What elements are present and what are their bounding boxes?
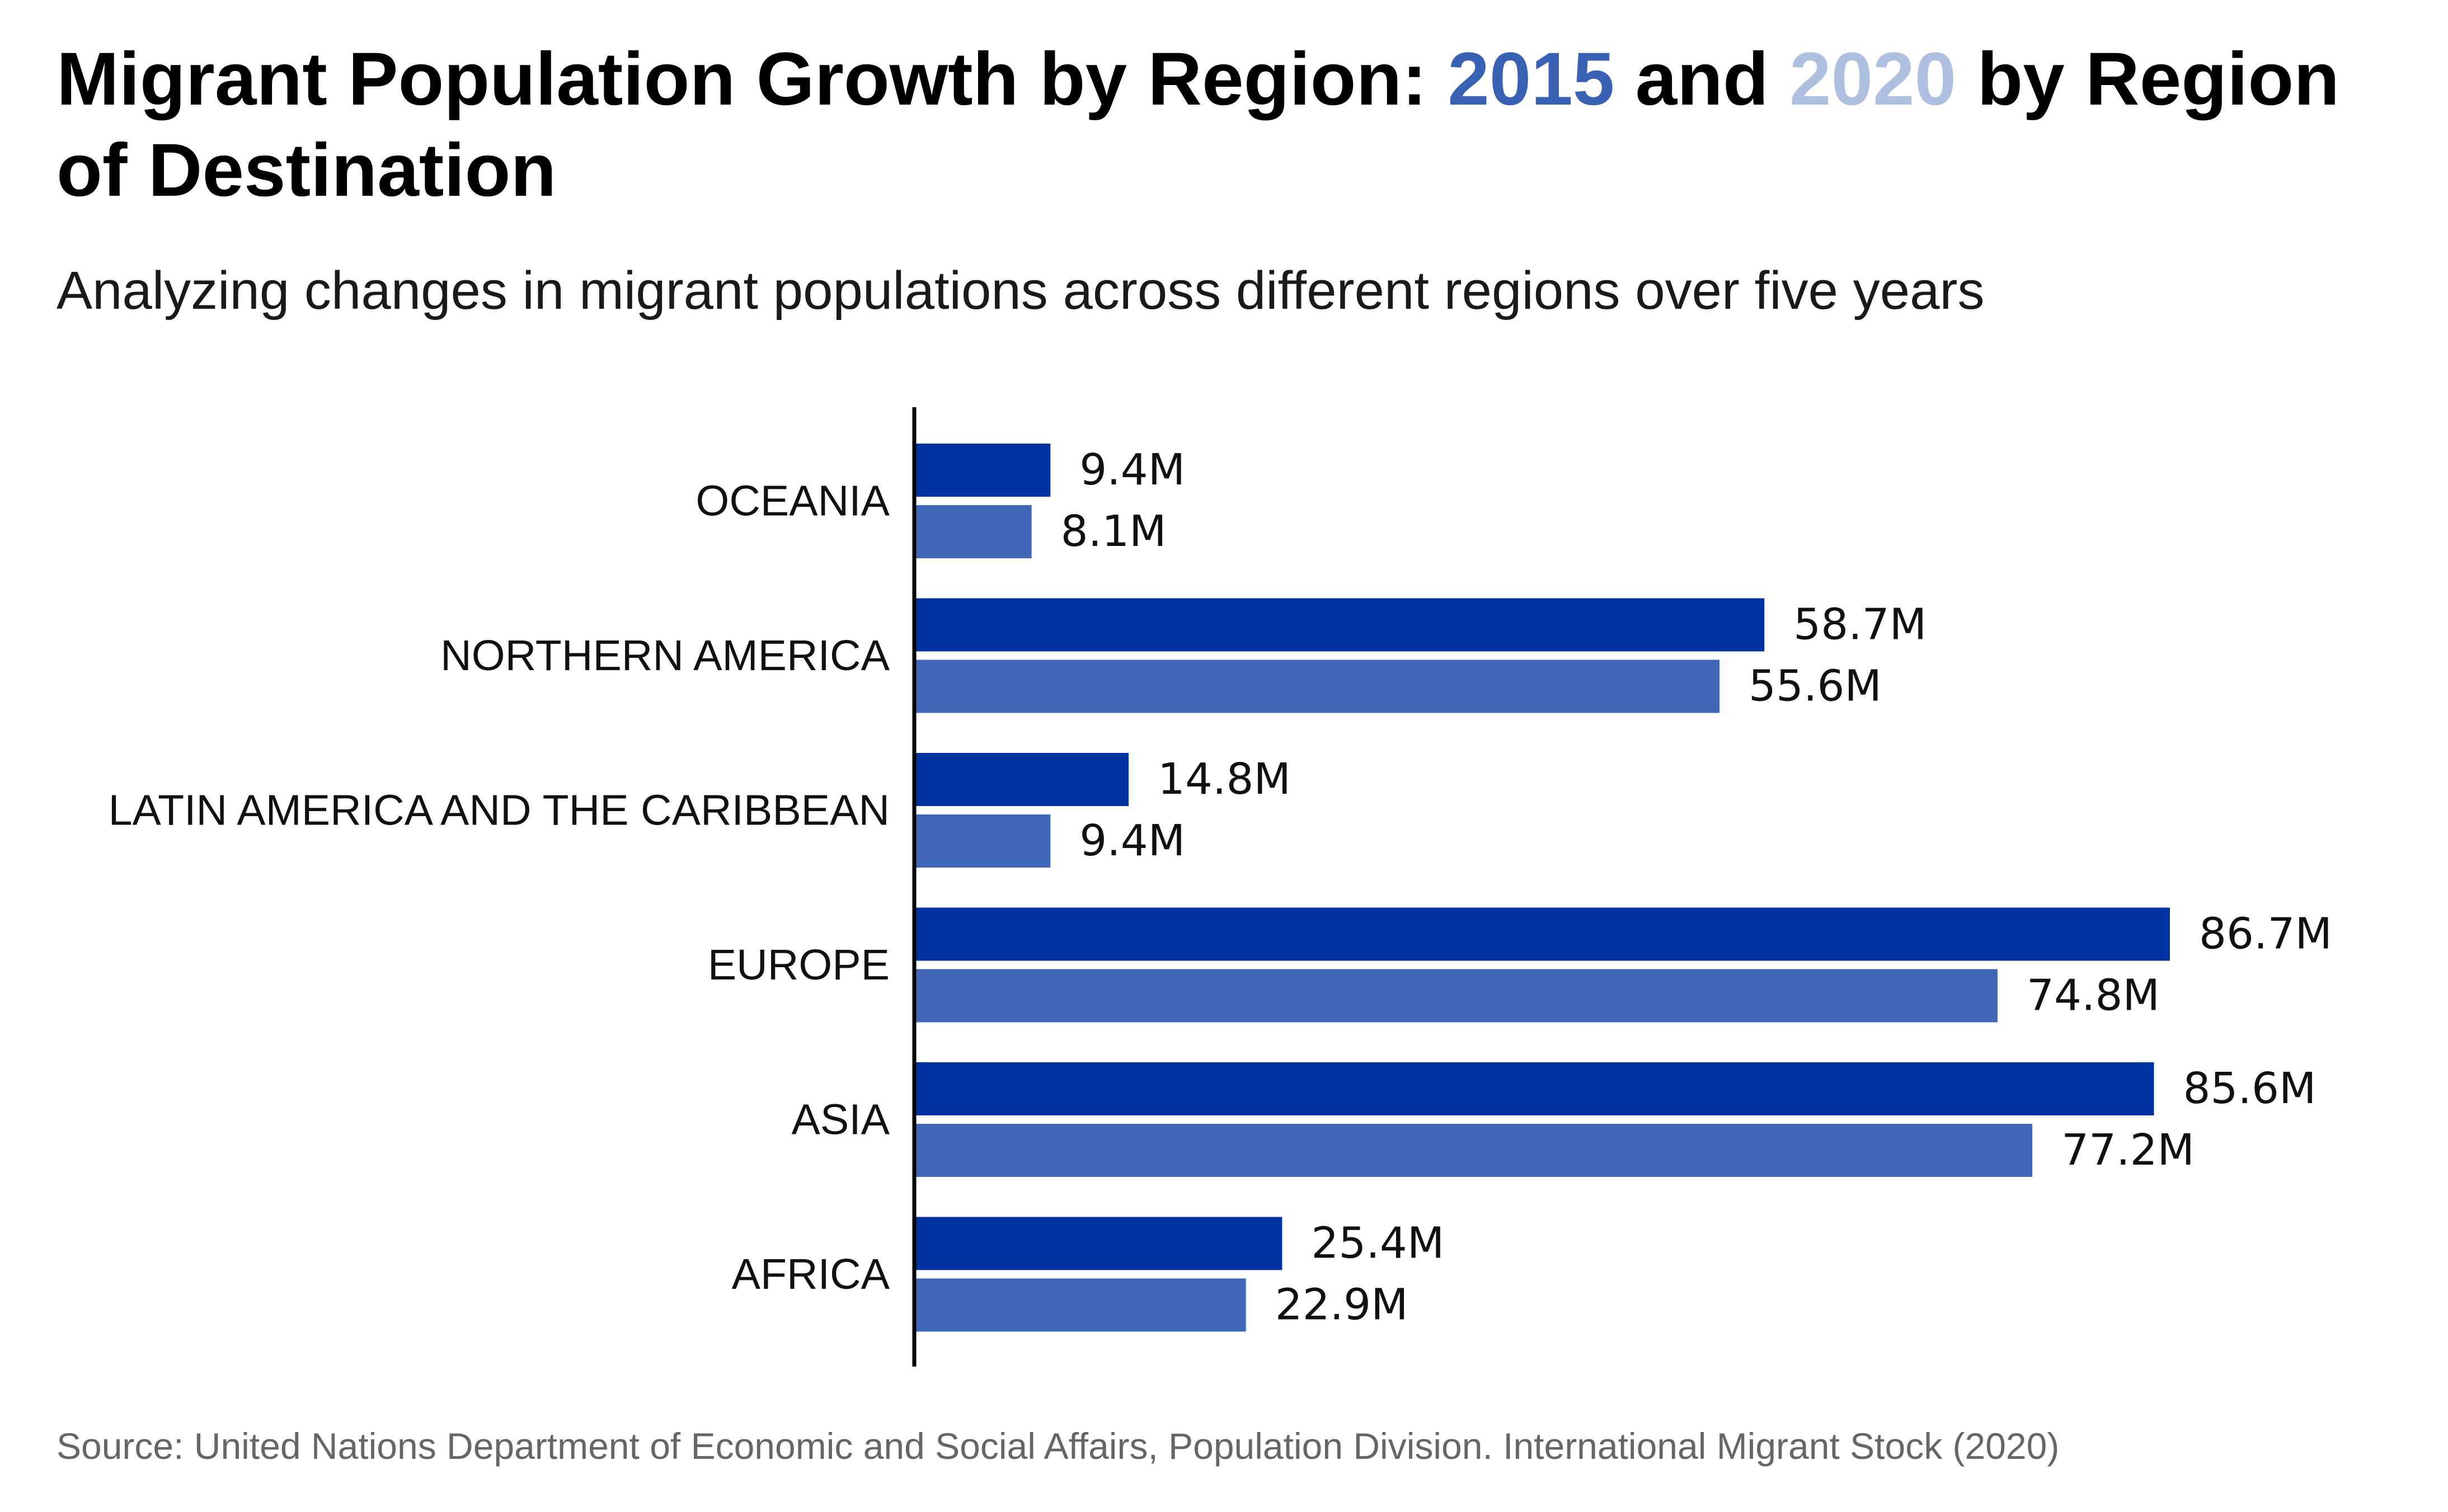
bar-primary: [914, 907, 2170, 961]
title-year-2020: 2020: [1789, 37, 1957, 121]
bar-primary: [914, 1062, 2154, 1115]
bar-secondary: [914, 505, 1032, 558]
bar-primary: [914, 753, 1129, 806]
category-label: NORTHERN AMERICA: [440, 632, 890, 680]
data-label: 58.7M: [1793, 600, 1927, 650]
value-labels: 9.4M 8.1M 58.7M 55.6M 14.8M 9.4M 86.7M 74.8M 85.…: [1061, 445, 2332, 1330]
title-mid: and: [1614, 37, 1790, 121]
chart-title: Migrant Population Growth by Region: 201…: [57, 34, 2407, 216]
data-label: 55.6M: [1749, 662, 1882, 712]
category-label: ASIA: [792, 1096, 890, 1144]
bar-secondary: [914, 1278, 1246, 1332]
bar-secondary: [914, 814, 1051, 868]
bar-primary: [914, 444, 1051, 497]
data-label: 14.8M: [1158, 755, 1291, 804]
chart-subtitle: Analyzing changes in migrant populations…: [57, 261, 1985, 321]
category-label: OCEANIA: [696, 477, 890, 525]
data-label: 77.2M: [2061, 1125, 2195, 1175]
data-label: 8.1M: [1061, 507, 1167, 557]
title-prefix: Migrant Population Growth by Region:: [57, 37, 1448, 121]
bar-secondary: [914, 1124, 2033, 1177]
source-note: Source: United Nations Department of Eco…: [57, 1425, 2060, 1467]
category-label: AFRICA: [732, 1250, 890, 1298]
bar-secondary: [914, 969, 1998, 1023]
data-label: 9.4M: [1079, 445, 1185, 495]
category-label: EUROPE: [708, 941, 890, 989]
bar-primary: [914, 1217, 1282, 1270]
data-label: 74.8M: [2027, 971, 2160, 1021]
data-label: 9.4M: [1079, 816, 1185, 866]
data-label: 85.6M: [2183, 1064, 2317, 1114]
bar-primary: [914, 598, 1765, 652]
category-labels: OCEANIA NORTHERN AMERICA LATIN AMERICA AND…: [109, 477, 890, 1299]
bars: [914, 444, 2170, 1332]
title-suffix: by Region of Destination: [57, 37, 2340, 212]
category-label: LATIN AMERICA AND THE CARIBBEAN: [109, 786, 890, 835]
data-label: 86.7M: [2199, 910, 2332, 959]
title-year-2015: 2015: [1448, 37, 1615, 121]
data-label: 22.9M: [1275, 1280, 1408, 1330]
bar-secondary: [914, 660, 1720, 713]
data-label: 25.4M: [1311, 1219, 1444, 1269]
